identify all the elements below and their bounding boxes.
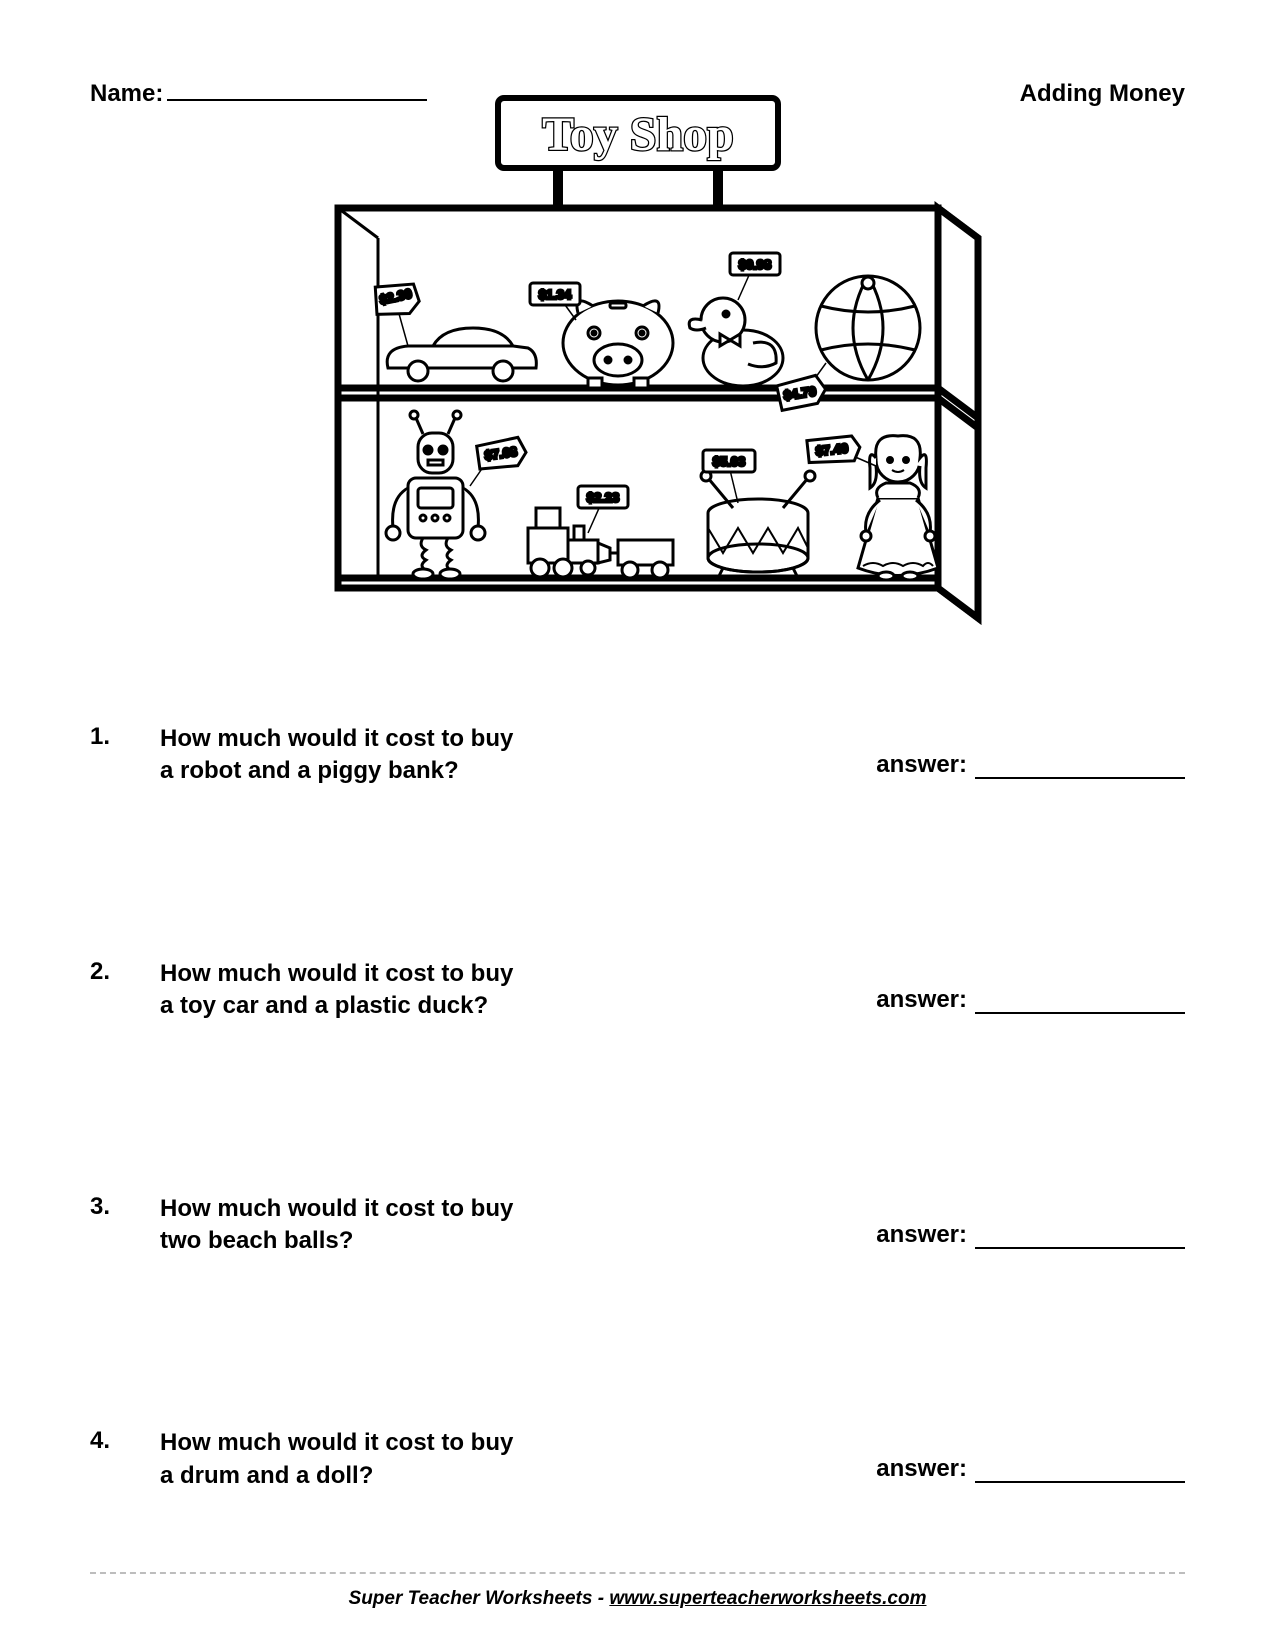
toy-shop-illustration: Toy Shop	[90, 88, 1185, 653]
toy-shop-svg: Toy Shop	[278, 88, 998, 648]
question-number: 2.	[90, 958, 160, 986]
shop-sign: Toy Shop	[498, 98, 778, 208]
worksheet-title: Adding Money	[1020, 80, 1185, 108]
answer-field: answer:	[876, 751, 1185, 779]
answer-input-line[interactable]	[975, 1247, 1185, 1249]
answer-label: answer:	[876, 1455, 967, 1483]
answer-input-line[interactable]	[975, 1012, 1185, 1014]
answer-field: answer:	[876, 986, 1185, 1014]
svg-text:$2.23: $2.23	[586, 490, 619, 505]
question-number: 4.	[90, 1427, 160, 1455]
svg-text:$0.98: $0.98	[738, 257, 771, 272]
answer-input-line[interactable]	[975, 1481, 1185, 1483]
svg-text:$5.03: $5.03	[712, 454, 745, 469]
answer-label: answer:	[876, 986, 967, 1014]
question-4: 4. How much would it cost to buy a drum …	[90, 1427, 1185, 1492]
question-1: 1. How much would it cost to buy a robot…	[90, 723, 1185, 788]
svg-text:$1.34: $1.34	[538, 287, 571, 302]
question-2: 2. How much would it cost to buy a toy c…	[90, 958, 1185, 1023]
question-3: 3. How much would it cost to buy two bea…	[90, 1193, 1185, 1258]
answer-field: answer:	[876, 1221, 1185, 1249]
worksheet-footer: Super Teacher Worksheets - www.superteac…	[90, 1572, 1185, 1610]
shop-sign-text: Toy Shop	[542, 108, 734, 161]
answer-input-line[interactable]	[975, 777, 1185, 779]
question-text: How much would it cost to buy a robot an…	[160, 723, 876, 788]
answer-label: answer:	[876, 1221, 967, 1249]
answer-label: answer:	[876, 751, 967, 779]
footer-prefix: Super Teacher Worksheets -	[349, 1588, 610, 1609]
answer-field: answer:	[876, 1455, 1185, 1483]
questions-list: 1. How much would it cost to buy a robot…	[90, 723, 1185, 1492]
question-number: 3.	[90, 1193, 160, 1221]
question-text: How much would it cost to buy two beach …	[160, 1193, 876, 1258]
footer-link[interactable]: www.superteacherworksheets.com	[609, 1588, 926, 1609]
question-text: How much would it cost to buy a toy car …	[160, 958, 876, 1023]
question-text: How much would it cost to buy a drum and…	[160, 1427, 876, 1492]
question-number: 1.	[90, 723, 160, 751]
name-label: Name:	[90, 80, 163, 108]
